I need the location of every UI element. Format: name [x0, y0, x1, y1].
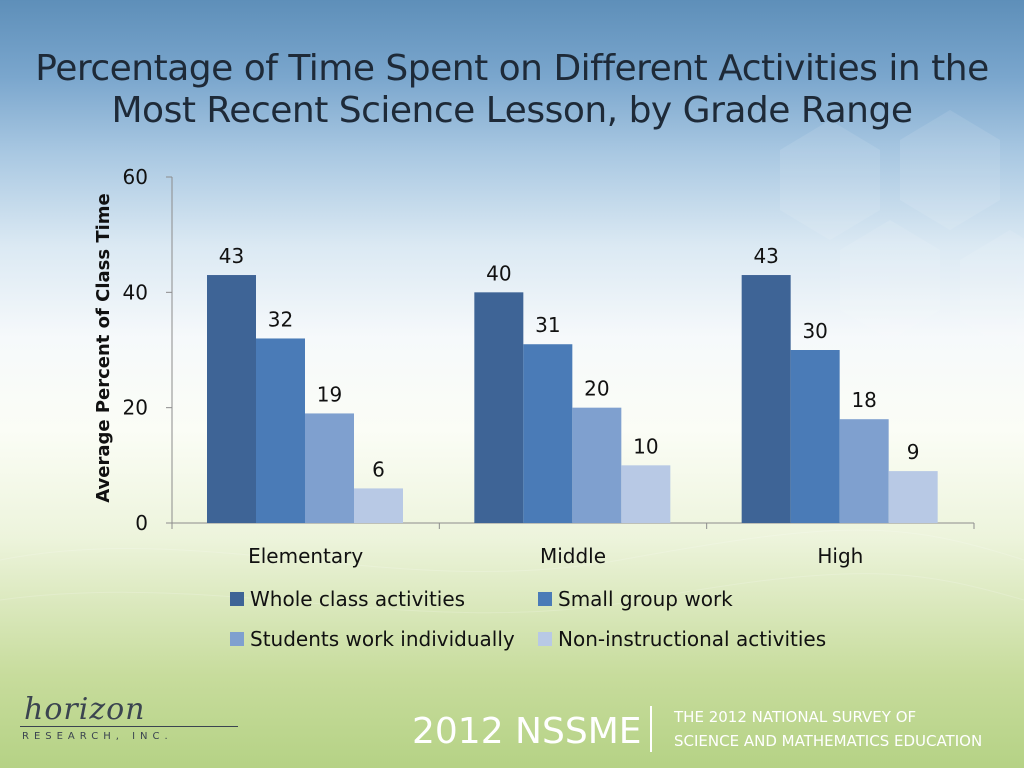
bar-whole-class	[207, 275, 256, 523]
y-tick-label: 0	[135, 511, 148, 535]
bar-small-group	[256, 338, 305, 523]
legend-swatch-individually	[230, 632, 244, 646]
data-label-small-group: 30	[802, 319, 827, 343]
logo-subtitle: RESEARCH, INC.	[22, 731, 173, 742]
data-label-whole-class: 40	[486, 261, 511, 285]
bar-non-instructional	[354, 488, 403, 523]
legend-item-individually: Students work individually	[230, 626, 538, 652]
x-category-label: High	[817, 544, 863, 568]
data-label-non-instructional: 6	[372, 457, 385, 481]
bar-individually	[572, 407, 622, 523]
logo-underline	[20, 726, 238, 727]
bar-individually	[305, 413, 354, 523]
data-label-individually: 19	[317, 382, 342, 406]
data-label-whole-class: 43	[753, 244, 778, 268]
bar-whole-class	[741, 275, 791, 523]
bar-small-group	[790, 350, 840, 523]
bar-whole-class	[474, 292, 524, 523]
x-category-label: Elementary	[248, 544, 363, 568]
survey-full-title-line1: THE 2012 NATIONAL SURVEY OF	[674, 708, 917, 726]
chart-legend: Whole class activities Small group work …	[230, 586, 870, 652]
logo-wordmark: horizon	[24, 692, 146, 727]
bar-individually	[839, 419, 889, 523]
legend-swatch-whole-class	[230, 592, 244, 606]
horizon-research-logo: horizon RESEARCH, INC.	[20, 692, 250, 752]
footer-divider	[650, 706, 652, 752]
y-tick-label: 20	[123, 396, 148, 420]
legend-label-non-instructional: Non-instructional activities	[558, 627, 827, 651]
data-label-non-instructional: 10	[633, 434, 658, 458]
legend-swatch-non-instructional	[538, 632, 552, 646]
legend-label-individually: Students work individually	[250, 627, 515, 651]
bar-chart: 0 20 40 60 Elementary 43 32 19 6 Middle 40 31 20 10 Hi…	[123, 165, 975, 568]
data-label-whole-class: 43	[219, 244, 244, 268]
legend-label-whole-class: Whole class activities	[250, 587, 466, 611]
legend-label-small-group: Small group work	[558, 587, 733, 611]
survey-full-title-line2: SCIENCE AND MATHEMATICS EDUCATION	[674, 732, 983, 750]
y-tick-label: 40	[123, 280, 148, 304]
legend-swatch-small-group	[538, 592, 552, 606]
data-label-individually: 20	[584, 377, 609, 401]
data-label-non-instructional: 9	[907, 440, 920, 464]
data-label-small-group: 32	[268, 307, 293, 331]
legend-item-whole-class: Whole class activities	[230, 586, 538, 612]
data-label-individually: 18	[851, 388, 876, 412]
y-tick-label: 60	[123, 165, 148, 189]
legend-item-small-group: Small group work	[538, 586, 858, 612]
x-category-label: Middle	[540, 544, 606, 568]
survey-short-title: 2012 NSSME	[412, 711, 642, 752]
bar-small-group	[523, 344, 573, 523]
survey-full-title: THE 2012 NATIONAL SURVEY OF SCIENCE AND …	[674, 705, 982, 753]
legend-item-non-instructional: Non-instructional activities	[538, 626, 858, 652]
data-label-small-group: 31	[535, 313, 560, 337]
bar-non-instructional	[621, 465, 671, 523]
chart-title: Percentage of Time Spent on Different Ac…	[35, 48, 989, 131]
bar-non-instructional	[888, 471, 938, 523]
